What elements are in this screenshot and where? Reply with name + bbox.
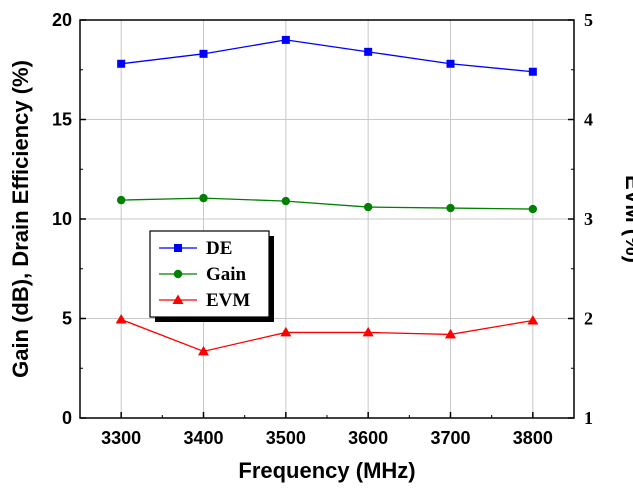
ticks-layer: 3300 3400 3500 3600 3700 3800 0 5 10 15 20 1 2 3 4 5 [52, 10, 593, 448]
x-axis-title: Frequency (MHz) [238, 458, 415, 483]
data-point-gain [281, 196, 291, 206]
y2-tick-label: 2 [584, 309, 593, 329]
data-point-gain [199, 193, 208, 203]
y-tick-label: 20 [52, 10, 72, 30]
x-tick-label: 3600 [348, 428, 388, 448]
x-tick-label: 3800 [513, 428, 553, 448]
x-tick-label: 3300 [101, 428, 141, 448]
y-axis-title: Gain (dB), Drain Efficiency (%) [8, 60, 33, 378]
y2-axis-title: EVM (%) [621, 175, 633, 263]
data-point-de [446, 59, 455, 68]
y-tick-label: 10 [52, 209, 72, 229]
data-point-evm [445, 328, 456, 339]
data-point-evm [527, 314, 539, 325]
data-point-evm [198, 345, 209, 356]
data-point-evm [115, 313, 127, 324]
legend-marker-gain [173, 269, 183, 279]
x-tick-label: 3500 [266, 428, 306, 448]
legend-label-de: DE [206, 238, 232, 259]
series-line-gain [121, 197, 533, 210]
data-point-de [281, 35, 290, 44]
data-point-evm [280, 326, 292, 337]
data-point-de [364, 47, 373, 56]
legend-label-evm: EVM [206, 290, 250, 311]
legend-marker-de [174, 244, 182, 252]
data-point-de [528, 67, 537, 76]
data-point-gain [528, 204, 538, 214]
y-tick-label: 0 [62, 408, 72, 428]
data-point-gain [446, 203, 455, 213]
y-tick-label: 5 [62, 309, 72, 329]
legend: DE Gain EVM [149, 230, 274, 322]
data-point-de [199, 49, 208, 58]
data-point-evm [362, 326, 374, 337]
x-tick-label: 3700 [430, 428, 470, 448]
legend-label-gain: Gain [206, 264, 247, 285]
series-line-evm [120, 318, 533, 353]
data-point-de [117, 59, 126, 68]
x-tick-label: 3400 [183, 428, 223, 448]
grid-layer [80, 19, 574, 419]
y2-tick-label: 3 [584, 209, 593, 229]
legend-marker-evm [172, 294, 184, 304]
series-layer [115, 35, 539, 356]
y2-tick-label: 5 [584, 10, 593, 30]
y-tick-label: 15 [52, 110, 72, 130]
data-point-gain [116, 195, 126, 205]
data-point-gain [363, 202, 373, 212]
series-line-de [121, 39, 533, 73]
y2-tick-label: 1 [584, 408, 593, 428]
y2-tick-label: 4 [584, 110, 593, 130]
